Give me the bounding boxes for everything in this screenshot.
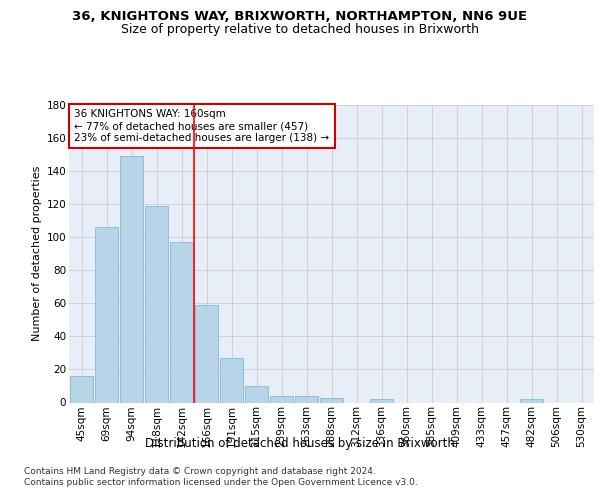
Y-axis label: Number of detached properties: Number of detached properties	[32, 166, 43, 342]
Bar	[370, 399, 393, 402]
Bar	[95, 228, 118, 402]
Text: Size of property relative to detached houses in Brixworth: Size of property relative to detached ho…	[121, 22, 479, 36]
Text: Distribution of detached houses by size in Brixworth: Distribution of detached houses by size …	[145, 438, 455, 450]
Bar	[295, 396, 318, 402]
Bar	[270, 396, 293, 402]
Bar	[220, 358, 243, 403]
Text: Contains HM Land Registry data © Crown copyright and database right 2024.
Contai: Contains HM Land Registry data © Crown c…	[24, 468, 418, 487]
Text: 36 KNIGHTONS WAY: 160sqm
← 77% of detached houses are smaller (457)
23% of semi-: 36 KNIGHTONS WAY: 160sqm ← 77% of detach…	[74, 110, 329, 142]
Bar	[195, 305, 218, 402]
Bar	[120, 156, 143, 402]
Bar	[170, 242, 193, 402]
Bar	[245, 386, 268, 402]
Bar	[320, 398, 343, 402]
Text: 36, KNIGHTONS WAY, BRIXWORTH, NORTHAMPTON, NN6 9UE: 36, KNIGHTONS WAY, BRIXWORTH, NORTHAMPTO…	[73, 10, 527, 23]
Bar	[520, 399, 543, 402]
Bar	[145, 206, 168, 402]
Bar	[70, 376, 93, 402]
